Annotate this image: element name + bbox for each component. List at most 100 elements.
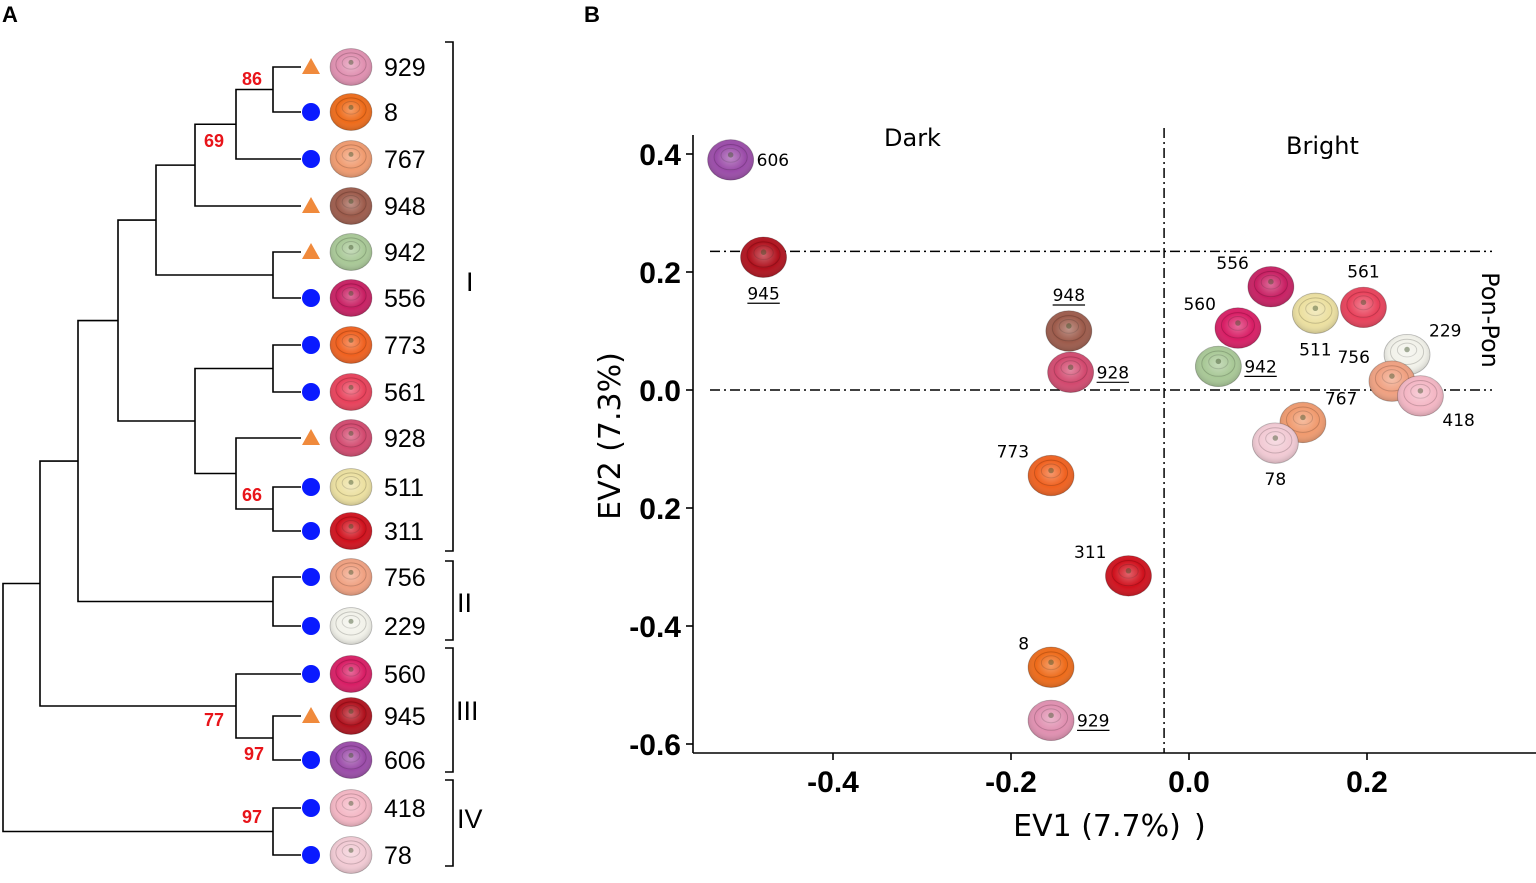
x-axis-extra-mark: ) <box>1194 809 1206 844</box>
tree-branch <box>2 582 273 833</box>
flower-icon <box>1251 422 1299 464</box>
point-label: 945 <box>747 284 779 304</box>
bootstrap-values: 86 69 66 77 97 97 <box>204 69 264 827</box>
tree-branch <box>235 88 301 160</box>
circle-marker <box>302 799 320 817</box>
tree-tips: 929 8 767 948 942 556 773 561 928 511 311 756 229 560… <box>302 48 426 874</box>
point-label: 229 <box>1429 322 1461 342</box>
flower-icon <box>1027 699 1075 742</box>
flower-icon <box>1214 307 1262 349</box>
flower-icon <box>1027 646 1075 688</box>
tree-branch <box>235 673 301 739</box>
flower-icon <box>329 48 373 86</box>
flower-icon <box>1105 555 1152 597</box>
y-axis-title: EV2 (7.3%) <box>593 352 628 520</box>
flower-icon <box>707 139 755 181</box>
flower-icon <box>329 187 373 225</box>
clade-label: II <box>457 588 472 618</box>
scatter-point: 78 <box>1251 422 1299 490</box>
clade-bracket <box>445 560 454 641</box>
scatter-point: 773 <box>997 443 1075 497</box>
flower-icon <box>329 233 373 271</box>
point-label: 311 <box>1074 543 1106 563</box>
y-tick-label: 0.0 <box>639 375 681 408</box>
triangle-marker <box>302 243 320 259</box>
triangle-marker <box>302 58 320 74</box>
scatter-point: 311 <box>1074 543 1152 597</box>
flower-icon <box>329 140 373 178</box>
bootstrap-value: 69 <box>204 131 224 151</box>
flower-icon <box>329 279 373 317</box>
bootstrap-value: 97 <box>242 807 262 827</box>
tip-label: 942 <box>384 239 426 267</box>
clade-label: I <box>466 267 474 297</box>
region-ponpon-label: Pon-Pon <box>1476 272 1504 368</box>
x-tick-label: -0.2 <box>985 766 1037 799</box>
tip-label: 928 <box>384 425 426 453</box>
tip-label: 511 <box>384 474 424 502</box>
circle-marker <box>302 617 320 635</box>
tree-tip: 8 <box>302 93 398 131</box>
flower-icon <box>329 512 373 550</box>
x-axis-title: EV1 (7.7%) <box>1013 809 1181 844</box>
circle-marker <box>302 522 320 540</box>
point-label: 561 <box>1347 262 1379 282</box>
tree-tip: 773 <box>302 326 426 364</box>
tree-tip: 418 <box>302 789 426 827</box>
tree-tip: 948 <box>302 187 426 225</box>
flower-icon <box>329 419 373 457</box>
point-label: 756 <box>1337 348 1369 368</box>
circle-marker <box>302 336 320 354</box>
point-label: 556 <box>1216 254 1248 274</box>
flower-icon <box>1194 345 1242 388</box>
flower-icon <box>1247 266 1295 308</box>
tip-label: 561 <box>384 379 426 407</box>
tip-label: 929 <box>384 54 426 82</box>
flower-icon <box>329 468 373 506</box>
tree-tip: 561 <box>302 373 426 411</box>
point-label: 928 <box>1097 363 1129 383</box>
tip-label: 767 <box>384 146 426 174</box>
point-label: 511 <box>1299 340 1331 360</box>
clade-bracket <box>445 779 454 867</box>
tree-tip: 311 <box>302 512 424 550</box>
pca-scatter-plot: -0.4 -0.2 0.0 0.20.40.20.00.2-0.4-0.6 Dark … <box>593 124 1536 844</box>
tree-tip: 928 <box>302 419 426 457</box>
circle-marker <box>302 846 320 864</box>
scatter-point: 945 <box>740 236 787 304</box>
axis-ticks: -0.4 -0.2 0.0 0.2 0.4 0.2 0.0 0.2 -0.4 -0.6 <box>629 139 1388 799</box>
panel-a-label: A <box>2 2 18 27</box>
flower-icon <box>329 697 373 735</box>
flower-icon <box>1397 375 1444 417</box>
scatter-point: 929 <box>1027 699 1110 742</box>
flower-icon <box>740 236 787 278</box>
point-label: 773 <box>997 443 1029 463</box>
circle-marker <box>302 478 320 496</box>
tree-branch <box>272 344 301 393</box>
tip-label: 948 <box>384 193 426 221</box>
flower-icon <box>329 741 373 779</box>
scatter-point: 418 <box>1397 375 1475 431</box>
bootstrap-value: 97 <box>244 744 264 764</box>
flower-icon <box>1291 292 1339 334</box>
flower-icon <box>329 326 373 364</box>
point-label: 78 <box>1265 470 1287 490</box>
circle-marker <box>302 568 320 586</box>
flower-icon <box>1340 286 1387 329</box>
y-tick-label: 0.2 <box>639 493 681 526</box>
tree-tip: 556 <box>302 279 426 317</box>
bootstrap-value: 77 <box>204 710 224 730</box>
tree-branch <box>272 576 301 627</box>
tree-branch <box>77 319 273 603</box>
flower-icon <box>329 789 373 827</box>
tip-label: 560 <box>384 661 426 689</box>
point-label: 767 <box>1325 389 1357 409</box>
quadrant-dividers <box>710 128 1492 753</box>
flower-icon <box>1045 310 1093 352</box>
bootstrap-value: 66 <box>242 485 262 505</box>
clade-bracket <box>445 41 454 552</box>
tree-tip: 560 <box>302 655 426 693</box>
tree-tip: 942 <box>302 233 426 271</box>
flower-icon <box>329 558 373 596</box>
